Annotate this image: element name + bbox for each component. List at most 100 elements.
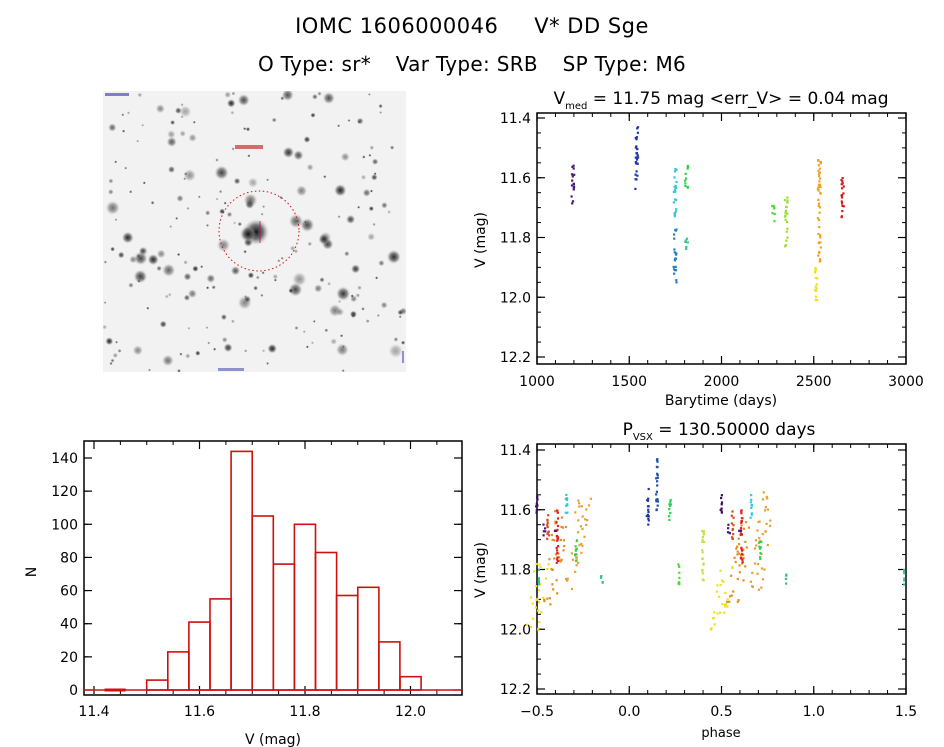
phased-curve-point <box>750 506 753 509</box>
x-tick-label: 12.0 <box>395 704 426 720</box>
light-curve-point <box>686 166 690 169</box>
phased-curve-point <box>578 502 581 505</box>
phased-curve-point <box>537 578 540 581</box>
phased-curve-point <box>668 518 671 521</box>
phased-curve-point <box>647 523 650 526</box>
phased-curve-point <box>741 561 744 564</box>
star <box>110 358 115 363</box>
phased-curve-point <box>647 508 650 511</box>
histogram-bar <box>188 621 211 691</box>
star <box>168 292 172 297</box>
phased-curve-point <box>564 497 567 500</box>
star <box>105 337 114 346</box>
phased-curve-point <box>724 591 727 595</box>
star <box>129 255 137 264</box>
phased-curve-point <box>754 539 758 542</box>
phased-curve-title: PVSX = 130.50000 days <box>623 420 816 443</box>
light-curve-point <box>572 167 575 170</box>
phased-curve-point <box>755 544 758 547</box>
phased-curve-point <box>559 559 562 562</box>
star <box>237 94 250 107</box>
phased-curve-point <box>668 508 671 511</box>
star <box>375 276 379 280</box>
light-curve-point <box>636 154 639 157</box>
phased-curve-point <box>719 508 722 511</box>
phased-curve-point <box>547 534 551 537</box>
light-curve-point <box>818 250 821 254</box>
phased-curve-point <box>766 497 769 500</box>
phased-curve-point <box>655 493 658 496</box>
star <box>207 341 211 345</box>
y-tick-label: 140 <box>51 451 78 467</box>
star <box>231 319 235 324</box>
phased-curve-point <box>749 580 752 583</box>
phased-curve-point <box>736 553 739 556</box>
y-tick-label: 11.6 <box>500 171 531 187</box>
phased-curve-point <box>543 600 546 603</box>
phased-curve-point <box>726 531 730 534</box>
phased-curve-point <box>565 493 568 496</box>
star <box>183 272 192 281</box>
light-curve-point <box>818 260 821 263</box>
star <box>295 185 308 197</box>
star <box>215 197 219 201</box>
phased-curve-point <box>537 583 540 586</box>
phased-curve-point <box>736 550 739 553</box>
star <box>337 124 341 128</box>
phased-curve-point <box>551 583 554 586</box>
phased-curve-point <box>731 510 734 513</box>
light-curve-point <box>840 200 843 203</box>
histogram-bar <box>314 551 338 691</box>
light-curve-point <box>783 199 787 202</box>
phased-curve-point <box>556 551 559 555</box>
star <box>376 313 380 318</box>
phased-curve-point <box>556 524 560 528</box>
star <box>288 288 294 294</box>
star <box>115 340 118 344</box>
star <box>186 206 190 210</box>
phased-curve-point <box>646 513 649 517</box>
phased-curve-point <box>537 589 541 592</box>
star <box>177 369 181 372</box>
y-tick-label: 12.0 <box>500 622 531 638</box>
star <box>121 113 125 117</box>
star <box>205 210 211 216</box>
light-curve-point <box>784 211 787 214</box>
phased-curve-point <box>646 499 650 502</box>
phased-curve-point <box>535 585 538 588</box>
phased-curve-point <box>732 590 735 593</box>
phased-curve-point <box>740 517 744 520</box>
histogram-bar <box>272 563 296 691</box>
phased-curve-point <box>566 577 569 580</box>
light-curve-point <box>819 241 822 244</box>
figure-subtitle: O Type: sr* Var Type: SRB SP Type: M6 <box>0 52 944 76</box>
phased-curve-point <box>556 556 559 559</box>
phased-curve-point <box>560 516 564 519</box>
star <box>303 136 311 143</box>
star <box>244 349 248 353</box>
star <box>243 249 247 254</box>
phased-curve-point <box>537 581 540 585</box>
phased-curve-point <box>547 531 550 534</box>
phased-curve-point <box>577 499 580 502</box>
light-curve-point <box>673 248 676 251</box>
x-tick-label: 11.6 <box>184 704 215 720</box>
phased-curve-point <box>747 526 751 529</box>
phased-curve-point <box>546 526 549 529</box>
phased-curve-point <box>726 598 729 601</box>
star <box>386 249 401 264</box>
phased-curve-point <box>903 569 906 572</box>
light-curve-point <box>819 236 822 239</box>
star <box>183 169 196 182</box>
light-curve-point <box>842 185 845 188</box>
histogram-bar <box>145 679 169 691</box>
phased-curve-point <box>756 529 759 532</box>
light-curve-point <box>841 210 844 213</box>
phased-curve-point <box>546 567 549 571</box>
light-curve-point <box>571 200 575 203</box>
light-curve-point <box>841 177 844 180</box>
y-tick-label: 12.2 <box>500 350 531 366</box>
star <box>393 337 399 342</box>
star <box>388 343 404 359</box>
